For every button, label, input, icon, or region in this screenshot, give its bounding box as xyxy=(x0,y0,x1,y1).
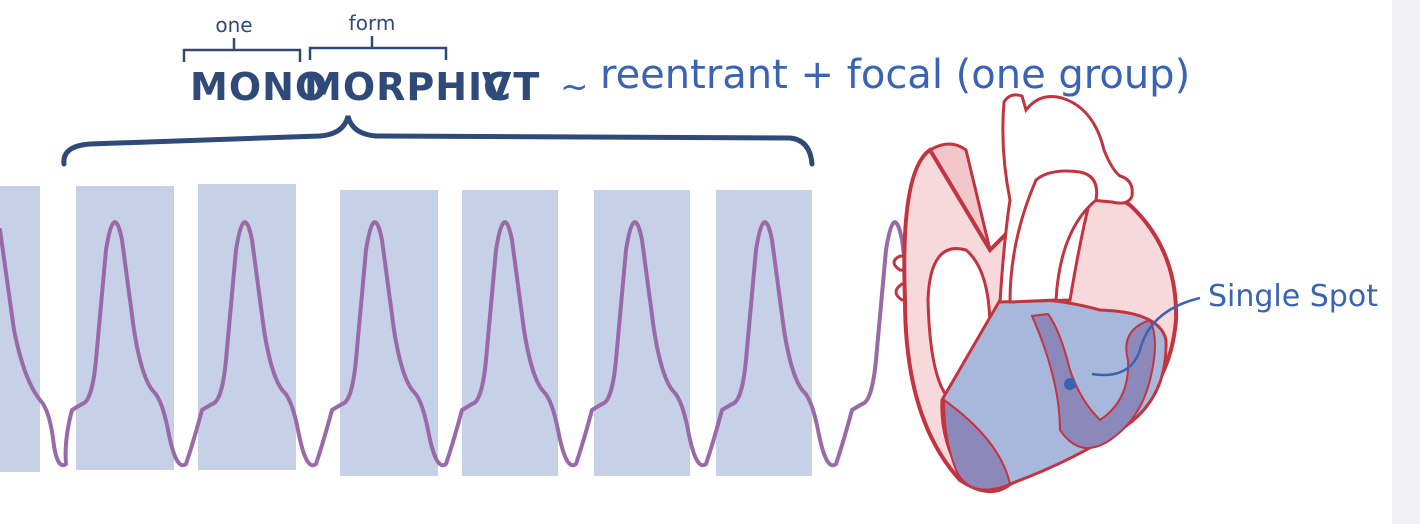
complex-box xyxy=(0,186,40,472)
prefix-meaning-label: one xyxy=(215,13,252,37)
ventricular-septum xyxy=(942,312,1156,491)
pulmonary-trunk xyxy=(1008,169,1099,304)
complex-box xyxy=(76,186,174,470)
root-meaning-label: form xyxy=(349,11,396,35)
title-root: MORPHIC xyxy=(304,65,512,109)
root-annotation: form xyxy=(308,11,448,60)
prefix-annotation: one xyxy=(182,13,302,62)
monomorphic-waveform xyxy=(0,220,968,468)
right-edge-panel xyxy=(1392,0,1420,524)
title-tilde: ~ xyxy=(560,67,589,107)
single-spot-label: Single Spot xyxy=(1208,279,1378,314)
focal-spot xyxy=(1064,378,1076,390)
title-mechanism: reentrant + focal (one group) xyxy=(600,52,1190,98)
complex-boxes xyxy=(0,184,812,476)
title-suffix: VT xyxy=(482,65,541,109)
grouping-brace xyxy=(61,115,815,167)
title-prefix: MONO xyxy=(190,65,328,109)
label-leader-line xyxy=(1091,296,1201,377)
heart-illustration xyxy=(892,93,1179,493)
complex-box xyxy=(198,184,296,470)
complex-box xyxy=(716,190,812,476)
complex-box xyxy=(340,190,438,476)
